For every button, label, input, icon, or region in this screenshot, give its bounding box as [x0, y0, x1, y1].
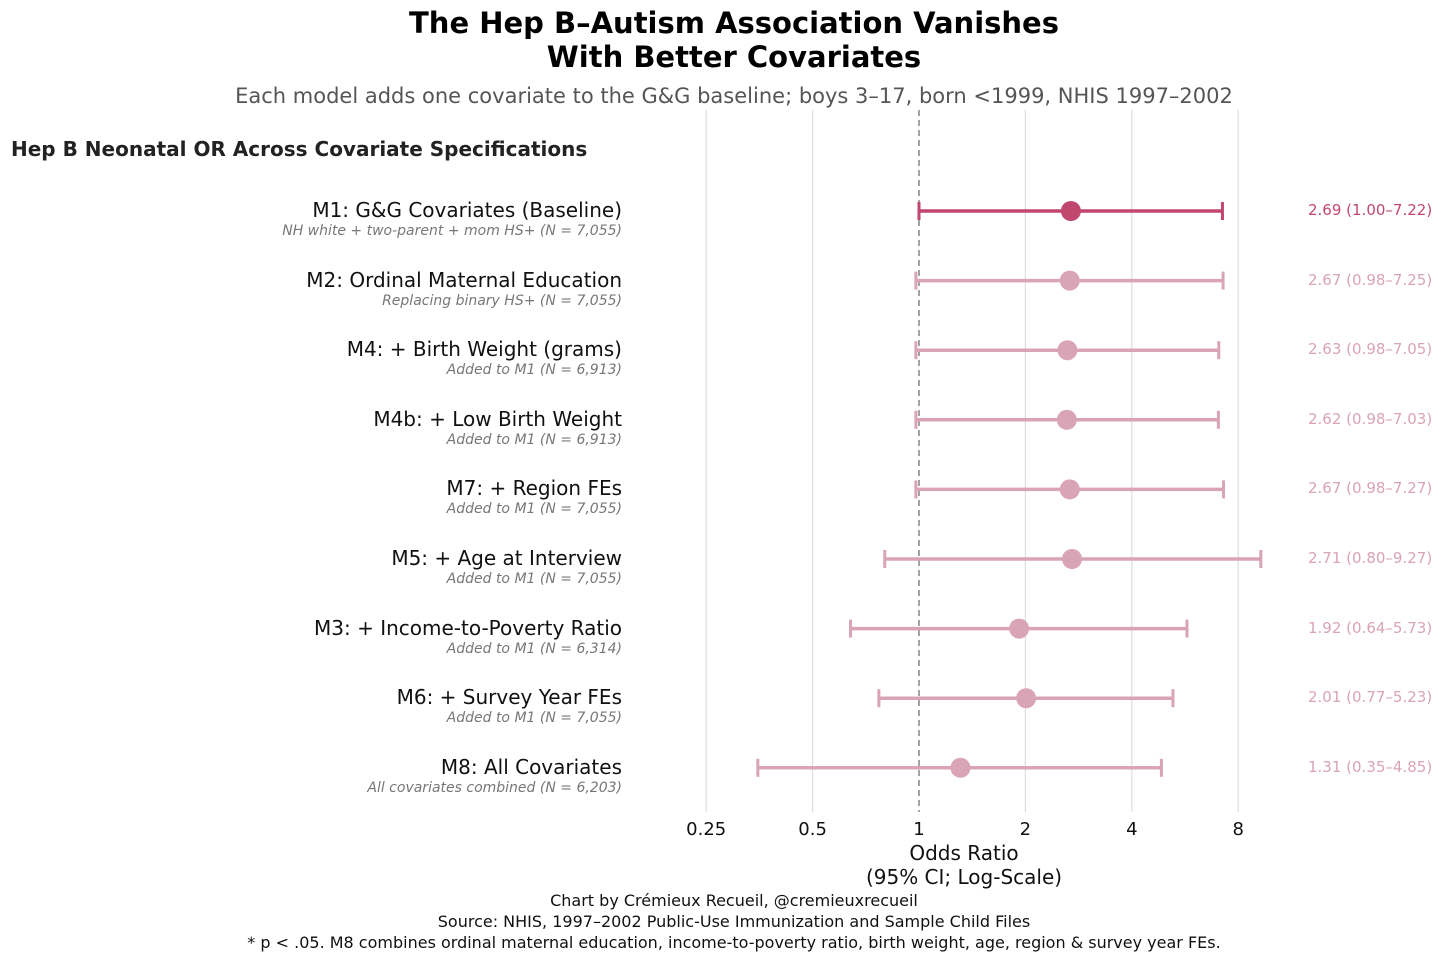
chart-subtitle: Each model adds one covariate to the G&G…	[235, 84, 1233, 108]
model-name: M7: + Region FEs	[446, 476, 622, 501]
model-note: Added to M1 (N = 6,913)	[446, 431, 622, 448]
row-label: M7: + Region FEs Added to M1 (N = 7,055)	[446, 476, 622, 518]
model-name: M5: + Age at Interview	[391, 546, 622, 570]
point-estimate	[1056, 409, 1077, 430]
point-estimate	[1057, 340, 1078, 361]
model-note: Added to M1 (N = 7,055)	[446, 501, 622, 518]
model-name: M2: Ordinal Maternal Education	[306, 267, 622, 292]
point-estimate	[1059, 270, 1080, 291]
or-value-label: 2.01 (0.77–5.23)	[1308, 688, 1433, 707]
row-label: M4b: + Low Birth Weight Added to M1 (N = …	[373, 407, 622, 449]
x-tick-label: 2	[1020, 819, 1031, 840]
model-note: Replacing binary HS+ (N = 7,055)	[382, 292, 622, 309]
row-label: M2: Ordinal Maternal Education Replacing …	[306, 268, 622, 310]
x-axis-title: Odds Ratio (95% CI; Log-Scale)	[814, 841, 1114, 889]
or-value-label: 2.69 (1.00–7.22)	[1308, 201, 1433, 219]
model-note: All covariates combined (N = 6,203)	[367, 779, 622, 796]
model-note: Added to M1 (N = 6,913)	[446, 362, 622, 379]
model-note: Added to M1 (N = 6,314)	[446, 640, 622, 657]
model-note: Added to M1 (N = 7,055)	[446, 710, 622, 727]
row-label: M5: + Age at Interview Added to M1 (N = 7…	[391, 546, 622, 588]
model-name: M4b: + Low Birth Weight	[373, 406, 622, 431]
x-tick-label: 0.5	[798, 819, 827, 840]
chart-title-line2: With Better Covariates	[546, 40, 922, 74]
point-estimate	[1009, 618, 1030, 639]
panel-title: Hep B Neonatal OR Across Covariate Speci…	[11, 137, 588, 161]
x-axis-title-line1: Odds Ratio	[909, 841, 1019, 865]
model-name: M8: All Covariates	[440, 754, 622, 779]
or-value-label: 2.63 (0.98–7.05)	[1308, 340, 1433, 359]
or-value-label: 2.62 (0.98–7.03)	[1308, 409, 1433, 428]
point-estimate	[1062, 549, 1083, 569]
model-note: NH white + two-parent + mom HS+ (N = 7,0…	[282, 223, 622, 239]
footer-credit: Chart by Crémieux Recueil, @cremieuxrecu…	[550, 891, 918, 910]
or-value-label: 1.92 (0.64–5.73)	[1308, 618, 1433, 637]
chart-title-line1: The Hep B–Autism Association Vanishes	[409, 6, 1059, 40]
row-label: M4: + Birth Weight (grams) Added to M1 (N…	[347, 337, 622, 379]
or-value-label: 2.67 (0.98–7.27)	[1308, 479, 1433, 498]
model-name: M3: + Income-to-Poverty Ratio	[314, 615, 622, 640]
or-value-label: 2.67 (0.98–7.25)	[1308, 270, 1433, 289]
x-tick-label: 4	[1126, 819, 1137, 840]
model-name: M1: G&G Covariates (Baseline)	[312, 198, 622, 222]
x-tick-label: 1	[913, 819, 924, 840]
point-estimate	[1016, 688, 1037, 709]
row-label: M8: All Covariates All covariates combine…	[367, 755, 622, 797]
point-estimate	[1060, 201, 1081, 221]
model-name: M4: + Birth Weight (grams)	[346, 337, 622, 362]
or-value-label: 1.31 (0.35–4.85)	[1308, 757, 1433, 776]
model-note: Added to M1 (N = 7,055)	[446, 571, 622, 587]
footer-source: Source: NHIS, 1997–2002 Public-Use Immun…	[437, 912, 1031, 931]
model-name: M6: + Survey Year FEs	[396, 685, 622, 710]
chart-title: The Hep B–Autism Association Vanishes Wi…	[0, 6, 1456, 74]
row-label: M3: + Income-to-Poverty Ratio Added to M1…	[314, 616, 622, 658]
x-tick-label: 0.25	[686, 819, 726, 840]
x-axis-title-line2: (95% CI; Log-Scale)	[865, 865, 1063, 889]
or-value-label: 2.71 (0.80–9.27)	[1308, 549, 1433, 567]
row-label: M6: + Survey Year FEs Added to M1 (N = 7,…	[397, 685, 622, 727]
x-tick-label: 8	[1232, 819, 1243, 840]
point-estimate	[950, 757, 971, 778]
row-label: M1: G&G Covariates (Baseline) NH white + …	[282, 198, 622, 240]
point-estimate	[1059, 479, 1080, 500]
footer-note: * p < .05. M8 combines ordinal maternal …	[247, 933, 1221, 952]
